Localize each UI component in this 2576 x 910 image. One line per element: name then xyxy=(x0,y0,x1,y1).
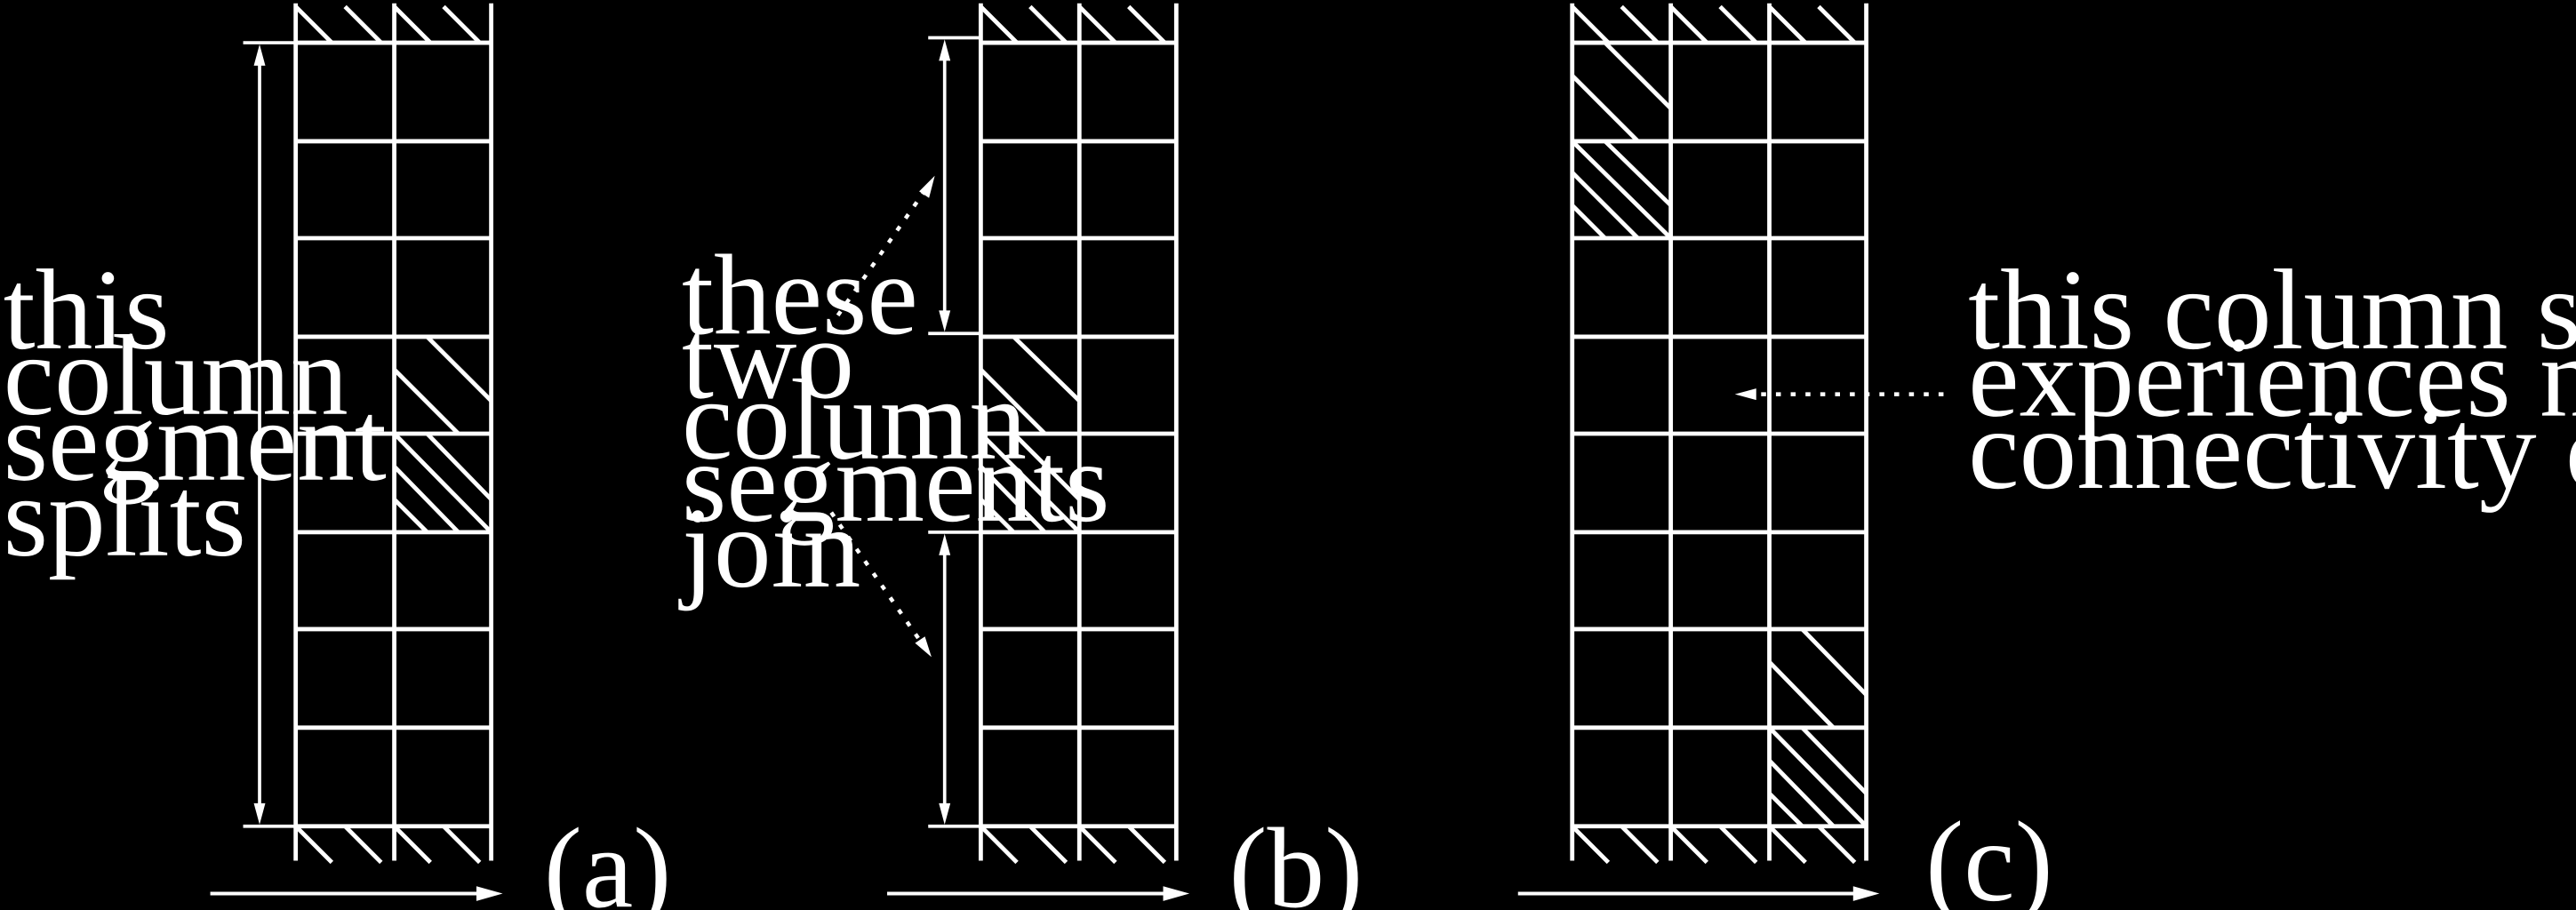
panel-c-direction-arrow xyxy=(1517,886,1880,901)
panel-b-upper-extent-arrow xyxy=(928,36,981,336)
panel-b-direction-arrow xyxy=(887,886,1190,901)
panel-c-bottom-wall-hatch xyxy=(1571,825,1857,865)
panel-a-top-wall-hatch xyxy=(293,4,482,44)
annotation-line: column xyxy=(4,312,348,439)
panel-b-pointer-down xyxy=(829,511,932,658)
annotation-line: experiences no xyxy=(1968,314,2576,441)
panel-c-annotation: this column segment experiences no conne… xyxy=(1968,246,2576,513)
panel-c: (c) this column segment experiences no c… xyxy=(1517,3,2576,910)
panel-a-direction-arrow xyxy=(210,886,503,901)
annotation-line: segment xyxy=(4,378,387,505)
annotation-line: splits xyxy=(4,453,246,580)
panel-a-occupied-cells-hatch xyxy=(392,335,493,534)
annotation-line: this column segment xyxy=(1968,246,2576,373)
panel-b-lower-extent-arrow xyxy=(928,531,981,828)
panel-c-lower-right-cells-hatch xyxy=(1767,627,1868,828)
annotation-line: two xyxy=(682,295,854,422)
panel-b-label: (b) xyxy=(1228,804,1363,910)
panel-a: (a) this column segment splits xyxy=(4,3,672,910)
annotation-line: join xyxy=(678,484,860,611)
panel-b-top-wall-hatch xyxy=(979,4,1167,44)
panel-b-pointer-up xyxy=(836,175,935,317)
panel-b-annotation: these two column segments join xyxy=(678,231,1109,611)
annotation-line: column xyxy=(682,356,1027,483)
annotation-line: connectivity change xyxy=(1968,386,2576,513)
panel-c-top-wall-hatch xyxy=(1571,4,1857,44)
panel-c-upper-left-cells-hatch xyxy=(1571,41,1673,240)
panel-b-bottom-wall-hatch xyxy=(979,825,1167,865)
panel-a-extent-arrow xyxy=(243,41,296,828)
panel-c-pointer xyxy=(1734,388,1944,401)
panel-a-bottom-wall-hatch xyxy=(293,825,482,865)
annotation-line: segments xyxy=(682,419,1109,546)
panel-b-occupied-cells-hatch xyxy=(979,335,1081,534)
panel-c-label: (c) xyxy=(1925,798,2053,910)
annotation-line: these xyxy=(682,231,918,358)
panel-c-grid xyxy=(1570,3,1868,861)
panel-a-label: (a) xyxy=(544,804,672,910)
panel-a-annotation: this column segment splits xyxy=(4,246,387,580)
annotation-line: this xyxy=(4,246,170,373)
panel-b: (b) these two column segments join xyxy=(678,3,1363,910)
panel-a-grid xyxy=(293,3,494,861)
